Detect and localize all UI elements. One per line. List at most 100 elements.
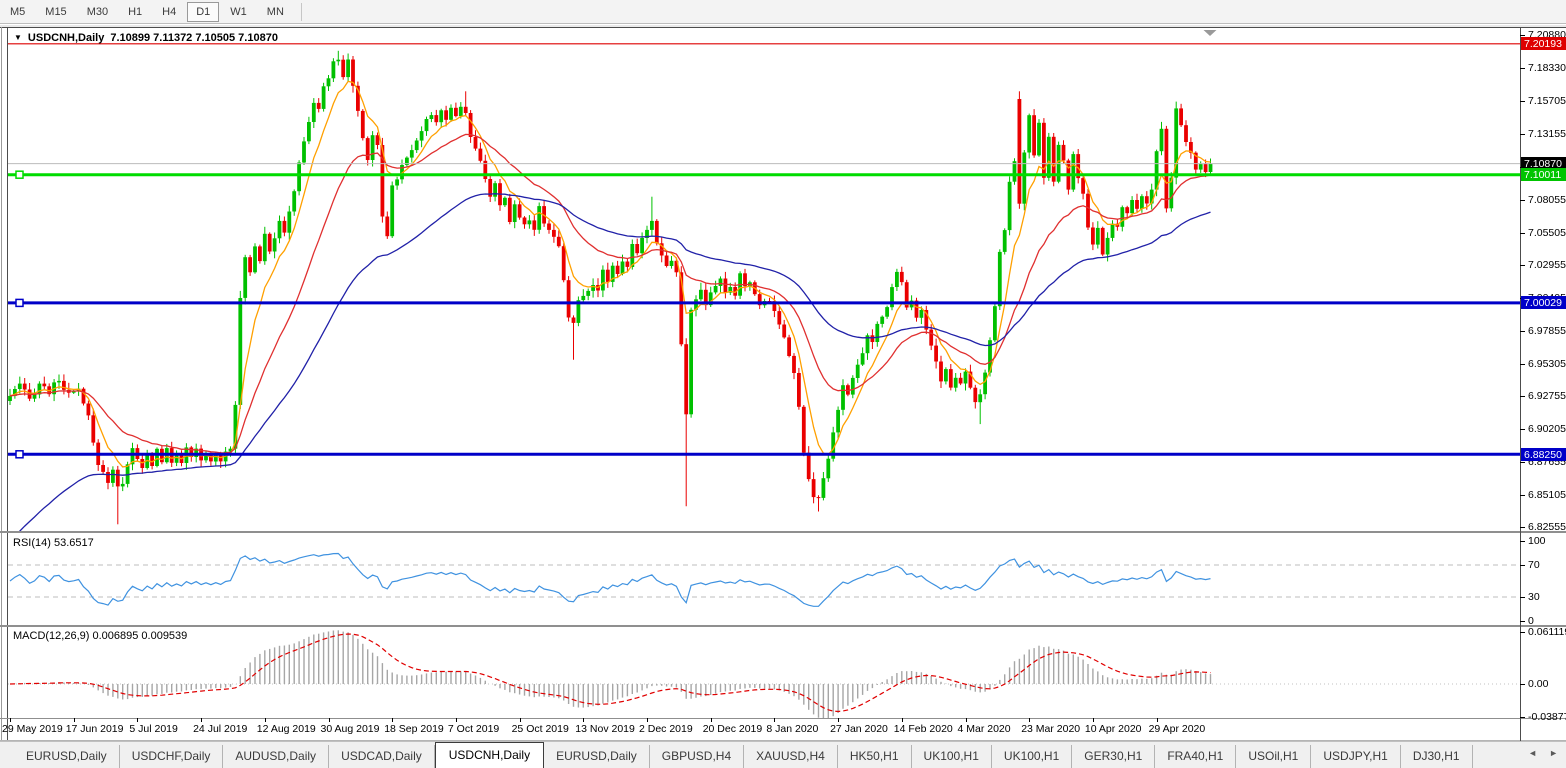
price-box-7.00029: 7.00029	[1521, 296, 1566, 309]
date-label: 4 Mar 2020	[957, 723, 1011, 735]
price-box-7.10870: 7.10870	[1521, 157, 1566, 170]
tab-hk50-h1[interactable]: HK50,H1	[838, 745, 912, 768]
timeframe-button-M15[interactable]: M15	[45, 5, 67, 18]
rsi-macd-separator[interactable]	[0, 625, 1566, 627]
support-line-blue-handle[interactable]	[15, 450, 24, 459]
date-tick-mark	[201, 718, 203, 722]
price-tick-mark	[1520, 265, 1525, 266]
price-tick: 7.15705	[1528, 95, 1566, 107]
tab-usoil-h1[interactable]: USOil,H1	[1236, 745, 1312, 768]
price-tick: 7.18330	[1528, 62, 1566, 74]
tab-usdchf-daily[interactable]: USDCHF,Daily	[120, 745, 224, 768]
price-box-7.20193: 7.20193	[1521, 37, 1566, 50]
timeframe-button-M5[interactable]: M5	[10, 5, 26, 18]
chart-title: ▼ USDCNH,Daily 7.10899 7.11372 7.10505 7…	[14, 32, 278, 44]
timeframe-button-MN[interactable]: MN	[266, 5, 284, 18]
macd-tick-mark	[1520, 684, 1525, 685]
chart-shift-marker-icon[interactable]	[1203, 30, 1217, 36]
rsi-tick: 30	[1528, 591, 1540, 603]
date-tick-mark	[647, 718, 648, 722]
rsi-tick-mark	[1520, 621, 1525, 622]
timeframe-button-H1[interactable]: H1	[128, 5, 143, 18]
date-label: 18 Sep 2019	[384, 723, 444, 735]
timeframe-toolbar: M5 M15 M30 H1 H4 D1 W1 MN	[0, 0, 1566, 24]
date-label: 20 Dec 2019	[702, 723, 763, 735]
rsi-indicator-label: RSI(14) 53.6517	[13, 537, 94, 549]
tab-scroll-left-icon[interactable]: ◄	[1528, 748, 1538, 758]
price-tick: 6.90205	[1528, 423, 1566, 435]
chart-symbol-label: USDCNH,Daily	[27, 32, 105, 44]
date-tick-mark	[137, 718, 139, 722]
tab-usdcnh-daily[interactable]: USDCNH,Daily	[434, 742, 545, 768]
tab-usdcad-daily[interactable]: USDCAD,Daily	[329, 745, 435, 768]
date-label: 2 Dec 2019	[639, 723, 693, 735]
tab-xauusd-h4[interactable]: XAUUSD,H4	[744, 745, 838, 768]
date-tick-mark	[965, 718, 967, 722]
chart-ohlc-values: 7.10899 7.11372 7.10505 7.10870	[110, 32, 278, 44]
date-tick-mark	[710, 718, 712, 722]
date-tick-mark	[901, 718, 903, 722]
macd-indicator-label: MACD(12,26,9) 0.006895 0.009539	[13, 630, 188, 642]
date-label: 24 Jul 2019	[193, 723, 248, 735]
main-rsi-separator[interactable]	[0, 531, 1566, 533]
rsi-pane-canvas[interactable]	[8, 534, 1520, 624]
rsi-tick-mark	[1520, 565, 1525, 566]
macd-tick-mark	[1520, 717, 1525, 718]
tab-eurusd-daily[interactable]: EURUSD,Daily	[14, 745, 120, 768]
main-chart-canvas[interactable]	[8, 28, 1520, 531]
date-tick-mark	[1092, 718, 1094, 722]
date-label: 7 Oct 2019	[447, 723, 500, 735]
date-tick-mark	[10, 718, 11, 722]
date-tick-mark	[583, 718, 585, 722]
rsi-tick: 100	[1528, 535, 1546, 547]
price-tick: 6.95305	[1528, 358, 1566, 370]
pivot-line-blue-handle[interactable]	[15, 298, 24, 308]
price-tick-mark	[1520, 134, 1525, 135]
tab-ger30-h1[interactable]: GER30,H1	[1072, 745, 1156, 768]
macd-tick: 0.061119	[1528, 626, 1566, 638]
tab-eurusd-daily[interactable]: EURUSD,Daily	[544, 745, 650, 768]
price-tick: 6.82555	[1528, 521, 1566, 533]
chart-dropdown-icon[interactable]: ▼	[14, 33, 22, 42]
price-tick: 6.85105	[1528, 489, 1566, 501]
timeframe-button-W1[interactable]: W1	[230, 5, 247, 18]
rsi-tick: 0	[1528, 615, 1534, 627]
date-label: 17 Jun 2019	[65, 723, 124, 735]
chart-window-left-border-outer	[1, 27, 2, 741]
price-box-7.10011: 7.10011	[1521, 168, 1566, 181]
date-label: 30 Aug 2019	[320, 723, 380, 735]
support-line-green-handle[interactable]	[15, 170, 24, 179]
date-tick-mark	[328, 718, 330, 722]
date-tick-mark	[774, 718, 776, 722]
rsi-tick-mark	[1520, 597, 1525, 598]
tab-usdjpy-h1[interactable]: USDJPY,H1	[1311, 745, 1401, 768]
price-axis-border	[1520, 27, 1521, 741]
rsi-tick-mark	[1520, 541, 1525, 542]
ma-slow-blue	[19, 193, 1211, 531]
rsi-line	[9, 552, 1211, 607]
date-tick-mark	[73, 718, 75, 722]
price-tick-mark	[1520, 35, 1525, 36]
price-tick-mark	[1520, 429, 1525, 430]
tab-uk100-h1[interactable]: UK100,H1	[912, 745, 992, 768]
timeframe-button-H4[interactable]: H4	[162, 5, 177, 18]
tab-gbpusd-h4[interactable]: GBPUSD,H4	[650, 745, 745, 768]
price-tick-mark	[1520, 364, 1525, 365]
macd-dateaxis-separator	[0, 718, 1566, 719]
tab-uk100-h1[interactable]: UK100,H1	[992, 745, 1073, 768]
macd-pane-canvas[interactable]	[8, 627, 1520, 718]
toolbar-separator	[300, 2, 302, 21]
rsi-tick: 70	[1528, 559, 1540, 571]
date-label: 5 Jul 2019	[129, 723, 178, 735]
ma-mid-red	[9, 133, 1211, 454]
tab-scroll-right-icon[interactable]: ►	[1549, 748, 1558, 758]
tab-audusd-daily[interactable]: AUDUSD,Daily	[223, 745, 330, 768]
timeframe-button-D1[interactable]: D1	[187, 1, 220, 22]
price-tick-mark	[1520, 495, 1525, 496]
tab-dj30-h1[interactable]: DJ30,H1	[1401, 745, 1473, 768]
symbol-tabbar: EURUSD,Daily USDCHF,Daily AUDUSD,Daily USDC…	[0, 741, 1566, 768]
dateaxis-bottom-border	[0, 740, 1566, 741]
timeframe-button-M30[interactable]: M30	[86, 5, 109, 18]
tab-fra40-h1[interactable]: FRA40,H1	[1155, 745, 1237, 768]
